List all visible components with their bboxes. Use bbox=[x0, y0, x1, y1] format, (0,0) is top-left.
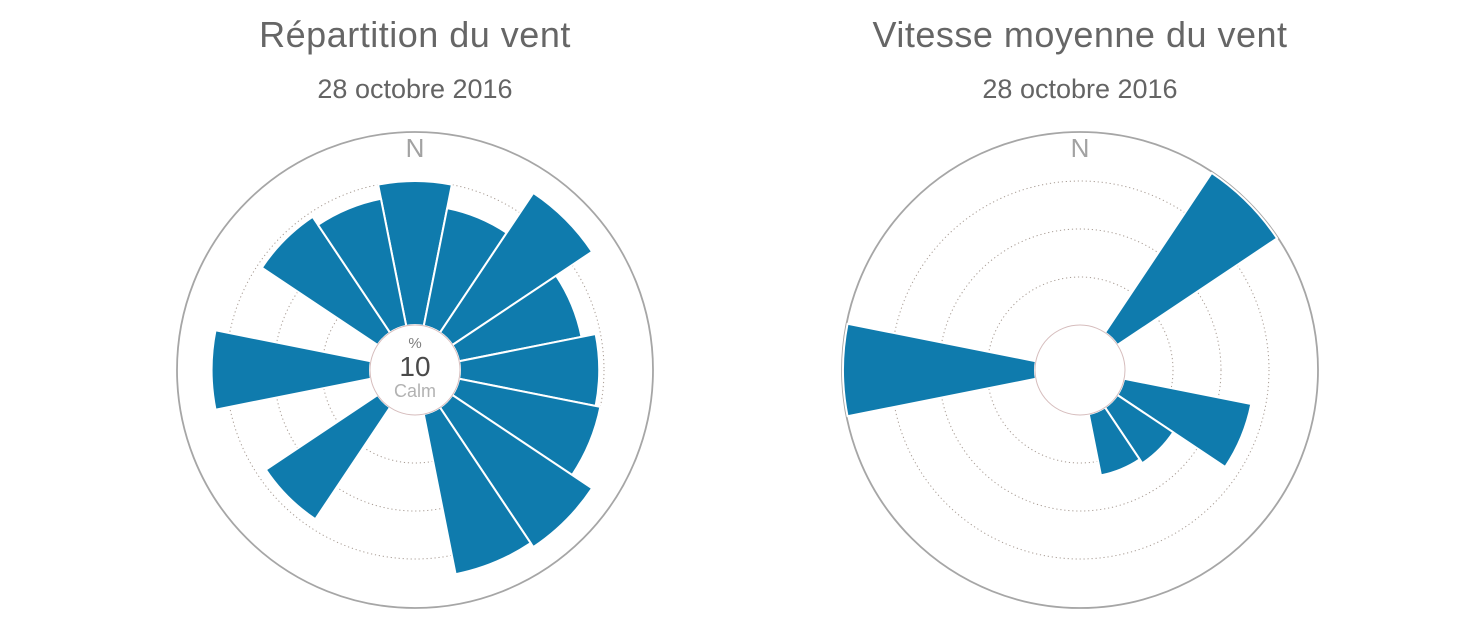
chart-subtitle: 28 octobre 2016 bbox=[317, 74, 513, 104]
sector-W[interactable] bbox=[841, 322, 1037, 418]
sector-SW[interactable] bbox=[264, 394, 391, 521]
grid-ring-10 bbox=[938, 228, 1222, 512]
windrose-chart-repartition: Répartition du vent 28 octobre 2016 N % … bbox=[85, 0, 745, 635]
windrose-chart-vitesse: Vitesse moyenne du vent 28 octobre 2016 … bbox=[750, 0, 1410, 635]
chart-title: Répartition du vent bbox=[259, 14, 571, 55]
windrose-plot-repartition bbox=[176, 131, 654, 609]
grid-ring-5 bbox=[986, 276, 1174, 464]
outer-circle bbox=[176, 131, 654, 609]
chart-subtitle: 28 octobre 2016 bbox=[982, 74, 1178, 104]
calm-circle bbox=[1034, 324, 1126, 416]
grid-ring-7.5 bbox=[225, 180, 605, 560]
north-label: N bbox=[1070, 133, 1090, 163]
sector-NE[interactable] bbox=[1104, 171, 1279, 346]
grid-ring-15 bbox=[890, 180, 1270, 560]
sector-W[interactable] bbox=[210, 329, 372, 411]
north-label: N bbox=[405, 133, 425, 163]
chart-title: Vitesse moyenne du vent bbox=[872, 14, 1288, 55]
calm-circle bbox=[369, 324, 461, 416]
windrose-plot-vitesse bbox=[841, 131, 1319, 609]
